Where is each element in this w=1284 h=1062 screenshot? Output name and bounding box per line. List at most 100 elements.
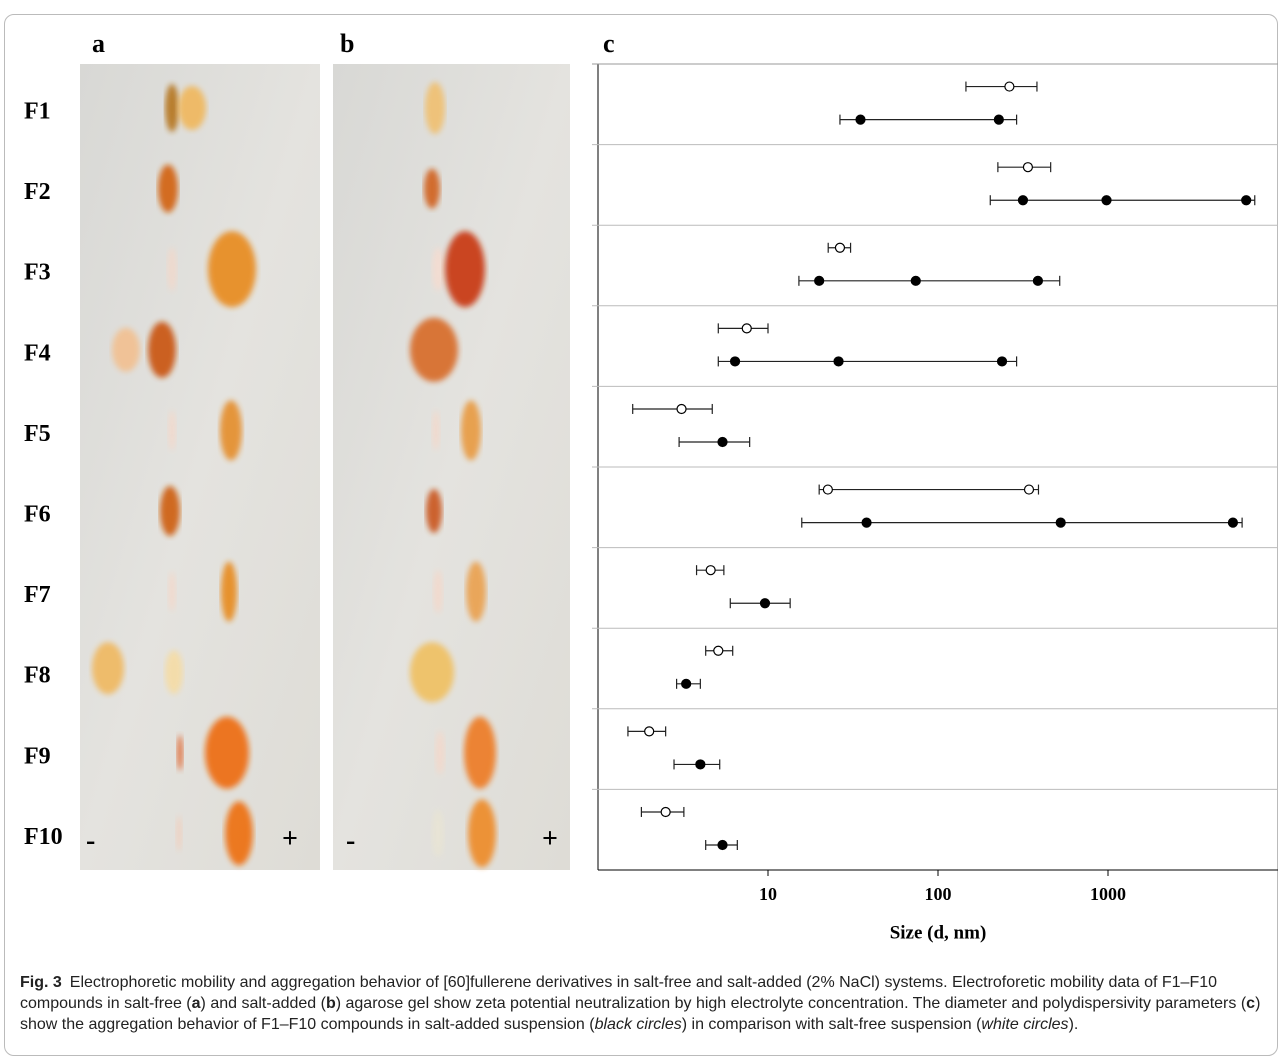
gel-plus: + xyxy=(282,823,298,854)
gel-plus: + xyxy=(542,823,558,854)
gel-band xyxy=(112,327,140,372)
caption-ref: a xyxy=(191,995,201,1012)
point xyxy=(681,678,692,689)
point xyxy=(1023,484,1035,495)
point xyxy=(910,275,921,286)
row-label: F10 xyxy=(24,824,63,850)
point xyxy=(713,645,724,656)
point xyxy=(1101,195,1112,206)
gel-band xyxy=(167,247,177,292)
x-tick-label: 1000 xyxy=(1090,884,1126,904)
row-label: F8 xyxy=(24,663,51,689)
caption-ref: black circles xyxy=(594,1016,682,1033)
gel-band xyxy=(165,84,179,132)
caption-ref: b xyxy=(325,995,336,1012)
gel-band xyxy=(168,410,176,451)
gel-band xyxy=(410,317,458,382)
caption-text: ) in comparison with salt-free suspensio… xyxy=(681,1016,982,1033)
gel-band xyxy=(225,801,253,866)
panel-label: b xyxy=(340,29,354,58)
caption-text: ). xyxy=(1068,1016,1079,1033)
row-label: F9 xyxy=(24,743,51,769)
gel-band xyxy=(410,642,454,703)
error-bar xyxy=(678,437,751,448)
panel-label: c xyxy=(603,29,615,58)
row-label: F3 xyxy=(24,260,51,286)
error-bar xyxy=(965,81,1038,92)
point xyxy=(741,323,752,334)
error-bar xyxy=(632,403,713,414)
point xyxy=(822,484,833,495)
point xyxy=(1032,275,1044,286)
gel-band xyxy=(176,815,182,852)
gel-band xyxy=(205,716,249,789)
point xyxy=(660,806,671,818)
gel-band xyxy=(168,571,176,612)
point xyxy=(855,114,866,125)
point xyxy=(1017,195,1029,206)
row-label: F6 xyxy=(24,502,51,528)
error-bar xyxy=(818,484,1040,495)
gel-band xyxy=(160,486,180,536)
x-axis-label: Size (d, nm) xyxy=(890,922,987,943)
point xyxy=(717,436,728,448)
point xyxy=(705,565,716,576)
gel-band xyxy=(435,730,445,775)
error-bar xyxy=(717,356,1018,367)
x-tick-label: 10 xyxy=(759,884,777,904)
gel-band xyxy=(425,82,445,134)
gel-band xyxy=(92,642,124,695)
row-label: F1 xyxy=(24,99,51,125)
row-label: F7 xyxy=(24,582,51,608)
caption-ref: white circles xyxy=(981,1016,1069,1033)
caption-text: ) agarose gel show zeta potential neutra… xyxy=(335,995,1247,1012)
point xyxy=(1241,195,1252,206)
point xyxy=(729,356,741,367)
point xyxy=(814,275,825,286)
panel-label: a xyxy=(92,29,105,58)
point xyxy=(833,356,844,367)
point xyxy=(759,598,771,609)
gel-minus: - xyxy=(346,825,355,856)
point xyxy=(1227,517,1239,528)
point xyxy=(695,759,706,770)
gel-band xyxy=(464,716,496,789)
point xyxy=(644,726,655,737)
gel-band xyxy=(165,650,183,695)
point xyxy=(717,839,728,851)
point xyxy=(1022,162,1034,173)
point xyxy=(676,403,687,415)
caption: Fig. 3 Electrophoretic mobility and aggre… xyxy=(20,972,1268,1035)
gel-band xyxy=(221,561,237,622)
gel-band xyxy=(468,799,496,868)
gel-band xyxy=(445,231,485,308)
point xyxy=(861,517,872,528)
point xyxy=(834,242,846,253)
caption-label: Fig. 3 xyxy=(20,974,62,991)
gel-band xyxy=(432,247,444,292)
point xyxy=(996,356,1008,367)
gel-band xyxy=(178,86,206,130)
row-label: F2 xyxy=(24,179,51,205)
point xyxy=(993,114,1004,125)
gel-band xyxy=(220,400,242,461)
gel-band xyxy=(426,489,442,533)
gel-band xyxy=(177,734,183,771)
gel-band xyxy=(432,410,440,451)
point xyxy=(1004,81,1015,92)
figure: a b c - + - + Size (d, nm) F1 F2 F3 F4 F5 F6 F… xyxy=(24,29,1278,943)
gel-band xyxy=(424,168,440,209)
gel-band xyxy=(433,569,443,614)
error-bar xyxy=(801,517,1243,528)
gel-a xyxy=(80,64,320,870)
gel-band xyxy=(466,561,486,622)
gel-band xyxy=(208,231,256,308)
row-label: F4 xyxy=(24,340,51,366)
gel-band xyxy=(432,809,444,858)
gel-band xyxy=(461,400,481,461)
caption-ref: c xyxy=(1246,995,1256,1012)
gel-band xyxy=(158,164,178,213)
error-bar xyxy=(798,275,1061,286)
